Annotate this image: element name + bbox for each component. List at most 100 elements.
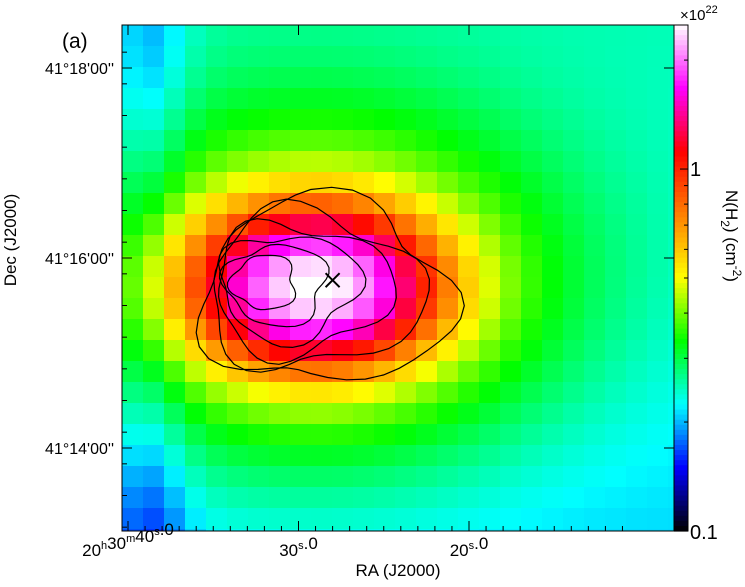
map-pixel: [626, 277, 647, 298]
colorbar-segment: [674, 80, 688, 87]
map-pixel: [458, 130, 479, 151]
map-pixel: [353, 340, 374, 361]
map-pixel: [164, 193, 185, 214]
map-pixel: [269, 277, 290, 298]
y-tick-label: 41°18'00'': [45, 61, 114, 78]
map-pixel: [563, 466, 584, 487]
map-pixel: [647, 214, 668, 235]
map-pixel: [500, 319, 521, 340]
map-pixel: [122, 172, 143, 193]
map-pixel: [500, 130, 521, 151]
map-pixel: [311, 445, 332, 466]
map-pixel: [647, 319, 668, 340]
map-pixel: [437, 67, 458, 88]
map-pixel: [668, 403, 674, 424]
map-pixel: [563, 445, 584, 466]
colorbar-segment: [674, 227, 688, 234]
map-pixel: [479, 445, 500, 466]
colorbar-segment: [674, 455, 688, 461]
map-pixel: [668, 487, 674, 508]
map-pixel: [248, 130, 269, 151]
map-pixel: [332, 25, 353, 46]
map-pixel: [521, 361, 542, 382]
map-pixel: [248, 235, 269, 256]
map-pixel: [500, 88, 521, 109]
map-pixel: [647, 487, 668, 508]
map-pixel: [668, 298, 674, 319]
map-pixel: [668, 445, 674, 466]
map-pixel: [416, 172, 437, 193]
map-pixel: [584, 445, 605, 466]
map-pixel: [668, 25, 674, 46]
map-pixel: [332, 67, 353, 88]
map-pixel: [416, 193, 437, 214]
map-pixel: [479, 340, 500, 361]
colorbar-segment: [674, 369, 688, 375]
map-pixel: [122, 235, 143, 256]
map-pixel: [479, 466, 500, 487]
map-pixel: [626, 256, 647, 277]
map-pixel: [269, 25, 290, 46]
colorbar-segment: [674, 197, 688, 203]
map-pixel: [311, 151, 332, 172]
map-pixel: [626, 382, 647, 403]
map-pixel: [269, 214, 290, 235]
map-pixel: [500, 403, 521, 424]
colorbar-segment: [674, 470, 688, 476]
colorbar-segment: [674, 434, 688, 441]
map-pixel: [584, 88, 605, 109]
map-pixel: [311, 193, 332, 214]
map-pixel: [542, 466, 563, 487]
map-pixel: [290, 214, 311, 235]
map-pixel: [605, 403, 626, 424]
map-pixel: [542, 256, 563, 277]
map-pixel: [227, 529, 248, 531]
map-pixel: [332, 193, 353, 214]
map-pixel: [584, 109, 605, 130]
map-pixel: [416, 424, 437, 445]
colorbar-segment: [674, 70, 688, 77]
map-pixel: [185, 46, 206, 67]
map-pixel: [416, 130, 437, 151]
map-pixel: [521, 67, 542, 88]
map-pixel: [563, 256, 584, 277]
map-pixel: [353, 67, 374, 88]
map-pixel: [248, 508, 269, 529]
colorbar-segment: [674, 90, 688, 97]
map-pixel: [563, 130, 584, 151]
map-pixel: [416, 361, 437, 382]
map-pixel: [374, 109, 395, 130]
map-pixel: [290, 109, 311, 130]
map-pixel: [374, 445, 395, 466]
map-pixel: [668, 193, 674, 214]
map-pixel: [143, 382, 164, 403]
map-pixel: [206, 403, 227, 424]
map-pixel: [143, 46, 164, 67]
map-pixel: [290, 67, 311, 88]
peak-marker: [324, 272, 341, 288]
map-pixel: [647, 109, 668, 130]
map-pixel: [521, 109, 542, 130]
map-pixel: [668, 151, 674, 172]
map-pixel: [437, 109, 458, 130]
map-pixel: [437, 256, 458, 277]
map-pixel: [479, 508, 500, 529]
map-pixel: [668, 109, 674, 130]
colorbar-segment: [674, 353, 688, 360]
map-pixel: [164, 67, 185, 88]
map-pixel: [626, 424, 647, 445]
map-pixel: [563, 25, 584, 46]
map-pixel: [185, 109, 206, 130]
map-pixel: [437, 298, 458, 319]
map-pixel: [290, 193, 311, 214]
map-pixel: [164, 109, 185, 130]
map-pixel: [227, 214, 248, 235]
map-pixel: [374, 319, 395, 340]
map-pixel: [374, 466, 395, 487]
map-pixel: [332, 88, 353, 109]
map-pixel: [458, 67, 479, 88]
map-pixel: [437, 403, 458, 424]
map-pixel: [668, 319, 674, 340]
map-pixel: [479, 424, 500, 445]
